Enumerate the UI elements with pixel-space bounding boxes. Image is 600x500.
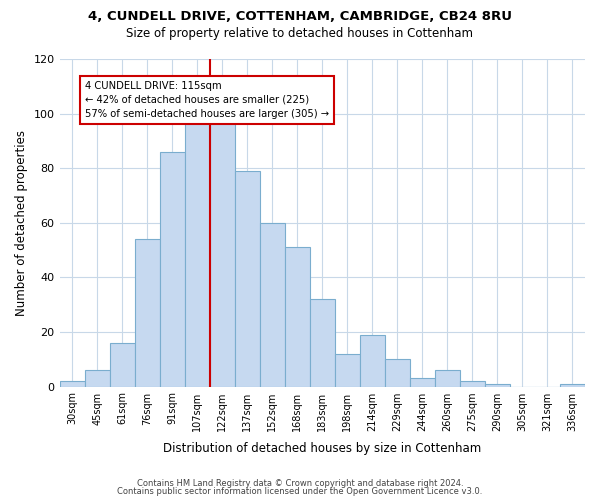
Bar (85, 370, 110, 386)
Bar (185, 119, 209, 386)
Bar (285, 248, 310, 386)
Bar (560, 384, 585, 386)
Bar (310, 299, 335, 386)
Text: 4 CUNDELL DRIVE: 115sqm
← 42% of detached houses are smaller (225)
57% of semi-d: 4 CUNDELL DRIVE: 115sqm ← 42% of detache… (85, 81, 329, 119)
Bar (160, 152, 185, 386)
Bar (385, 359, 410, 386)
Bar (134, 239, 160, 386)
Bar (485, 384, 510, 386)
Text: Contains public sector information licensed under the Open Government Licence v3: Contains public sector information licen… (118, 487, 482, 496)
Text: Size of property relative to detached houses in Cottenham: Size of property relative to detached ho… (127, 28, 473, 40)
Bar (360, 334, 385, 386)
Bar (209, 119, 235, 386)
Bar (59, 381, 85, 386)
Bar (410, 378, 435, 386)
Bar (235, 171, 260, 386)
Text: Contains HM Land Registry data © Crown copyright and database right 2024.: Contains HM Land Registry data © Crown c… (137, 478, 463, 488)
Bar (435, 370, 460, 386)
Bar (460, 381, 485, 386)
Bar (110, 343, 134, 386)
Y-axis label: Number of detached properties: Number of detached properties (15, 130, 28, 316)
Bar (260, 223, 285, 386)
Bar (335, 354, 360, 386)
X-axis label: Distribution of detached houses by size in Cottenham: Distribution of detached houses by size … (163, 442, 481, 455)
Text: 4, CUNDELL DRIVE, COTTENHAM, CAMBRIDGE, CB24 8RU: 4, CUNDELL DRIVE, COTTENHAM, CAMBRIDGE, … (88, 10, 512, 23)
